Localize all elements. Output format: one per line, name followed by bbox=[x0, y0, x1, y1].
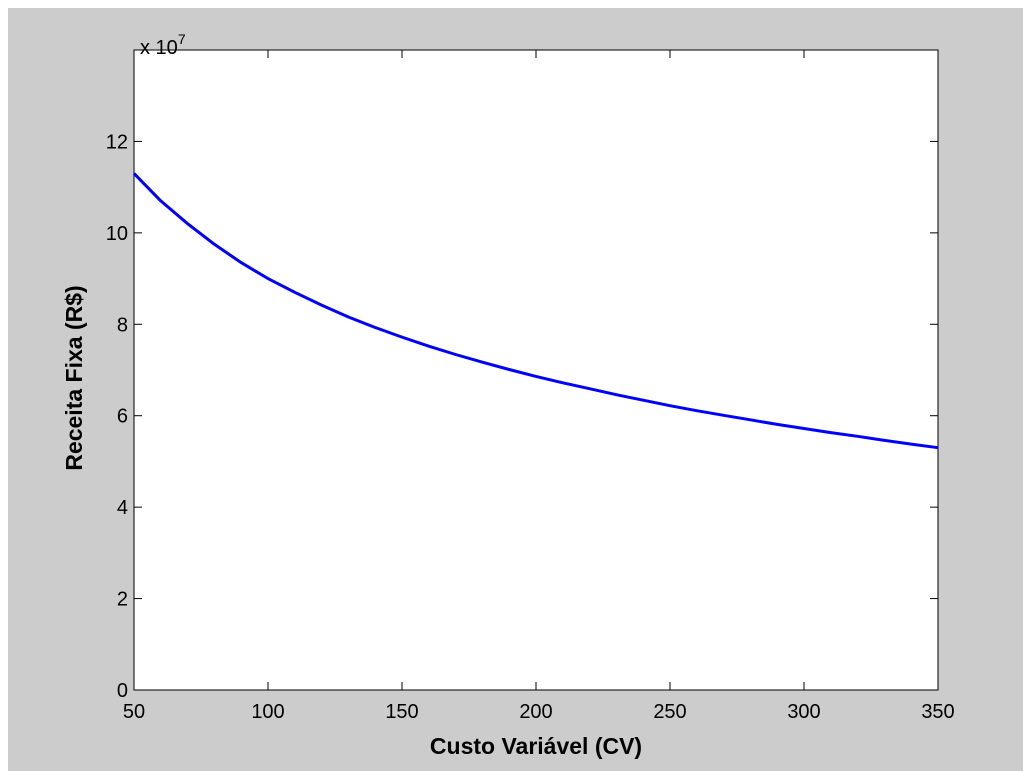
y-axis-multiplier: x 107 bbox=[140, 31, 186, 59]
y-tick-label: 8 bbox=[117, 314, 128, 336]
figure-background: 50 100 150 200 250 300 350 0 2 4 6 8 10 12 x 107 Cus… bbox=[8, 8, 1023, 771]
x-axis-ticks: 50 100 150 200 250 300 350 bbox=[123, 50, 955, 723]
y-tick-label: 4 bbox=[117, 497, 128, 519]
x-axis-label: Custo Variável (CV) bbox=[430, 733, 642, 759]
series-layer bbox=[132, 172, 939, 450]
y-tick-label: 6 bbox=[117, 406, 128, 428]
y-axis-label: Receita Fixa (R$) bbox=[61, 285, 87, 470]
x-tick-label: 150 bbox=[385, 701, 418, 723]
series-line bbox=[132, 172, 939, 450]
y-axis-multiplier-base: x 10 bbox=[140, 37, 178, 59]
y-tick-label: 2 bbox=[117, 589, 128, 611]
plot-area bbox=[133, 49, 939, 691]
x-tick-label: 200 bbox=[519, 701, 552, 723]
x-tick-label: 50 bbox=[123, 701, 145, 723]
line-chart: 50 100 150 200 250 300 350 0 2 4 6 8 10 12 x 107 Cus… bbox=[61, 31, 955, 759]
y-tick-label: 10 bbox=[106, 223, 128, 245]
y-tick-label: 0 bbox=[117, 680, 128, 702]
x-tick-label: 350 bbox=[921, 701, 954, 723]
x-tick-label: 250 bbox=[653, 701, 686, 723]
x-tick-label: 100 bbox=[251, 701, 284, 723]
y-axis-ticks: 0 2 4 6 8 10 12 bbox=[106, 131, 938, 702]
y-tick-label: 12 bbox=[106, 131, 128, 153]
x-tick-label: 300 bbox=[787, 701, 820, 723]
y-axis-multiplier-exponent: 7 bbox=[178, 31, 186, 47]
